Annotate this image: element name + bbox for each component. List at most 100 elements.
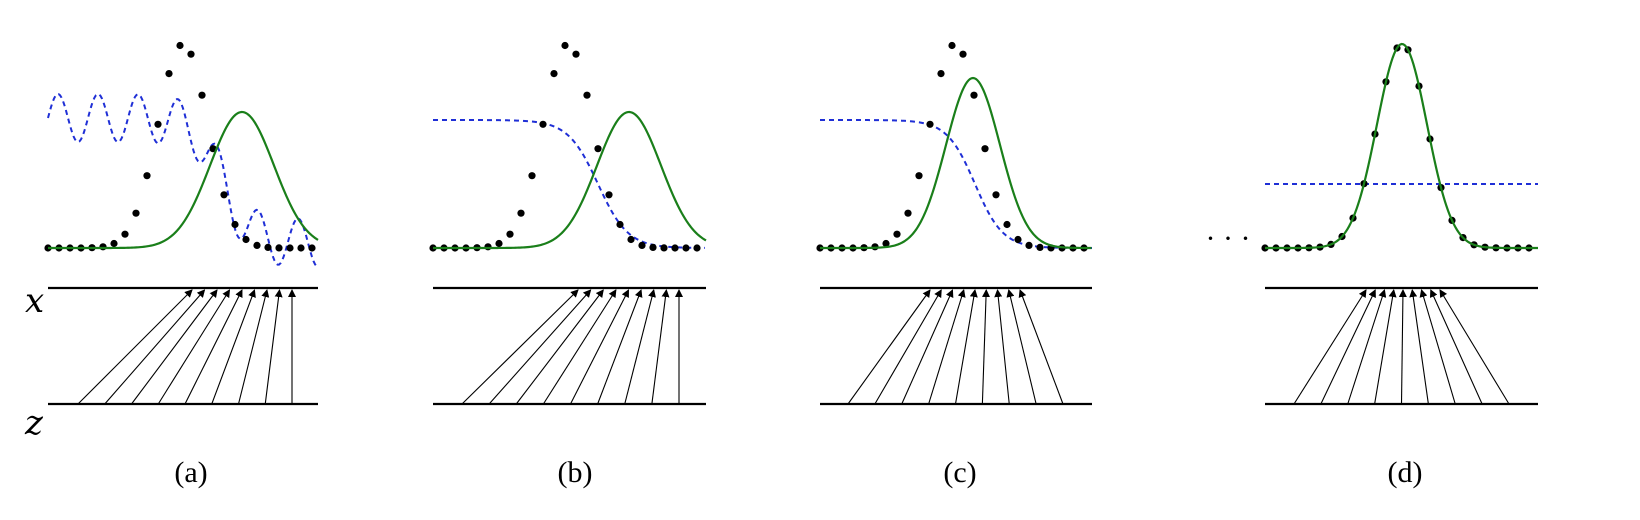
- data-distribution-point: [253, 241, 261, 249]
- mapping-arrow: [211, 289, 256, 405]
- data-distribution-point: [297, 244, 305, 252]
- data-distribution-point: [893, 230, 901, 238]
- mapping-arrow: [1419, 289, 1456, 405]
- data-distribution-point: [561, 41, 569, 50]
- data-distribution-point: [1036, 243, 1044, 251]
- mapping-arrow: [570, 289, 629, 405]
- data-distribution-point: [605, 191, 613, 199]
- mapping-arrow: [994, 289, 1010, 405]
- data-distribution-point: [198, 91, 206, 99]
- data-distribution-point: [682, 244, 690, 252]
- data-distribution-point: [495, 239, 503, 248]
- data-distribution-point: [154, 120, 162, 128]
- mapping-arrow: [1006, 289, 1037, 405]
- data-distribution-point: [660, 244, 668, 252]
- mapping-arrow: [237, 289, 270, 405]
- data-distribution-point: [539, 120, 547, 128]
- data-distribution-point: [231, 220, 239, 229]
- data-distribution-point: [627, 235, 635, 244]
- data-distribution-point: [1014, 235, 1022, 244]
- panel-c: [816, 41, 1092, 406]
- generative-distribution-curve: [820, 76, 1092, 250]
- data-distribution-point: [1025, 241, 1033, 249]
- mapping-arrow: [542, 289, 617, 405]
- data-distribution-point: [165, 70, 173, 78]
- data-distribution-point: [638, 241, 646, 249]
- panel-label-a: (a): [174, 456, 207, 489]
- data-distribution-point: [583, 91, 591, 99]
- mapping-arrow: [624, 289, 656, 405]
- data-distribution-point: [915, 172, 923, 180]
- mapping-arrow: [131, 289, 218, 405]
- data-distribution-point: [992, 191, 1000, 199]
- mapping-arrow: [1439, 289, 1510, 405]
- ellipsis: · · ·: [1206, 222, 1251, 255]
- mapping-arrow: [1293, 289, 1367, 405]
- mapping-arrow: [1429, 289, 1483, 405]
- mapping-arrow: [981, 289, 991, 405]
- data-distribution-point: [308, 244, 316, 252]
- data-distribution-point: [1003, 220, 1011, 229]
- data-distribution-point: [286, 244, 294, 252]
- mapping-arrow: [264, 289, 283, 405]
- data-distribution-point: [550, 70, 558, 78]
- data-distribution-point: [970, 91, 978, 99]
- mapping-arrow: [1409, 289, 1429, 405]
- data-distribution-point: [220, 191, 228, 199]
- generative-distribution-curve: [48, 110, 319, 250]
- data-distribution-point: [506, 230, 514, 238]
- generative-distribution-curve: [1265, 42, 1538, 250]
- data-distribution-point: [649, 243, 657, 251]
- data-distribution-point: [616, 220, 624, 229]
- data-distribution-point: [99, 243, 107, 251]
- mapping-arrow: [928, 289, 966, 405]
- data-distribution-point: [528, 172, 536, 180]
- mapping-arrow: [847, 289, 931, 405]
- mapping-arrow: [954, 289, 978, 405]
- data-distribution-point: [484, 243, 492, 251]
- data-distribution-point: [882, 239, 890, 248]
- mapping-arrow: [901, 289, 954, 405]
- mapping-arrow: [1018, 289, 1064, 405]
- data-distribution-point: [132, 209, 140, 217]
- mapping-arrow: [651, 289, 670, 405]
- mapping-arrow: [488, 289, 592, 405]
- data-distribution-point: [981, 145, 989, 153]
- data-distribution-point: [143, 172, 151, 180]
- data-distribution-point: [572, 50, 580, 58]
- data-distribution-point: [594, 145, 602, 153]
- panel-label-c: (c): [943, 456, 976, 489]
- discriminator-curve: [47, 93, 319, 268]
- data-distribution-point: [110, 239, 118, 248]
- data-distribution-point: [926, 120, 934, 128]
- panel-label-b: (b): [558, 456, 593, 489]
- generative-distribution-curve: [433, 110, 707, 250]
- data-distribution-point: [948, 41, 956, 50]
- data-distribution-point: [671, 244, 679, 252]
- data-distribution-point: [904, 209, 912, 217]
- mapping-arrow: [515, 289, 604, 405]
- panel-d: [1261, 42, 1538, 406]
- data-distribution-point: [176, 41, 184, 50]
- mapping-arrow: [157, 289, 231, 405]
- discriminator-curve: [433, 119, 706, 249]
- data-distribution-point: [275, 244, 283, 252]
- mapping-arrow: [461, 289, 579, 405]
- mapping-arrow: [1347, 289, 1387, 405]
- mapping-arrow: [184, 289, 243, 405]
- data-distribution-point: [693, 244, 701, 252]
- data-distribution-point: [517, 209, 525, 217]
- panel-label-d: (d): [1388, 456, 1423, 489]
- data-distribution-point: [937, 70, 945, 78]
- mapping-arrow: [874, 289, 942, 405]
- data-distribution-point: [242, 235, 250, 244]
- z-axis-label: z: [24, 403, 44, 443]
- mapping-arrow: [597, 289, 643, 405]
- data-distribution-point: [121, 230, 129, 238]
- mapping-arrow: [77, 289, 193, 405]
- panel-b: [429, 41, 707, 406]
- data-distribution-point: [187, 50, 195, 58]
- mapping-arrow: [1374, 289, 1397, 405]
- data-distribution-point: [264, 243, 272, 251]
